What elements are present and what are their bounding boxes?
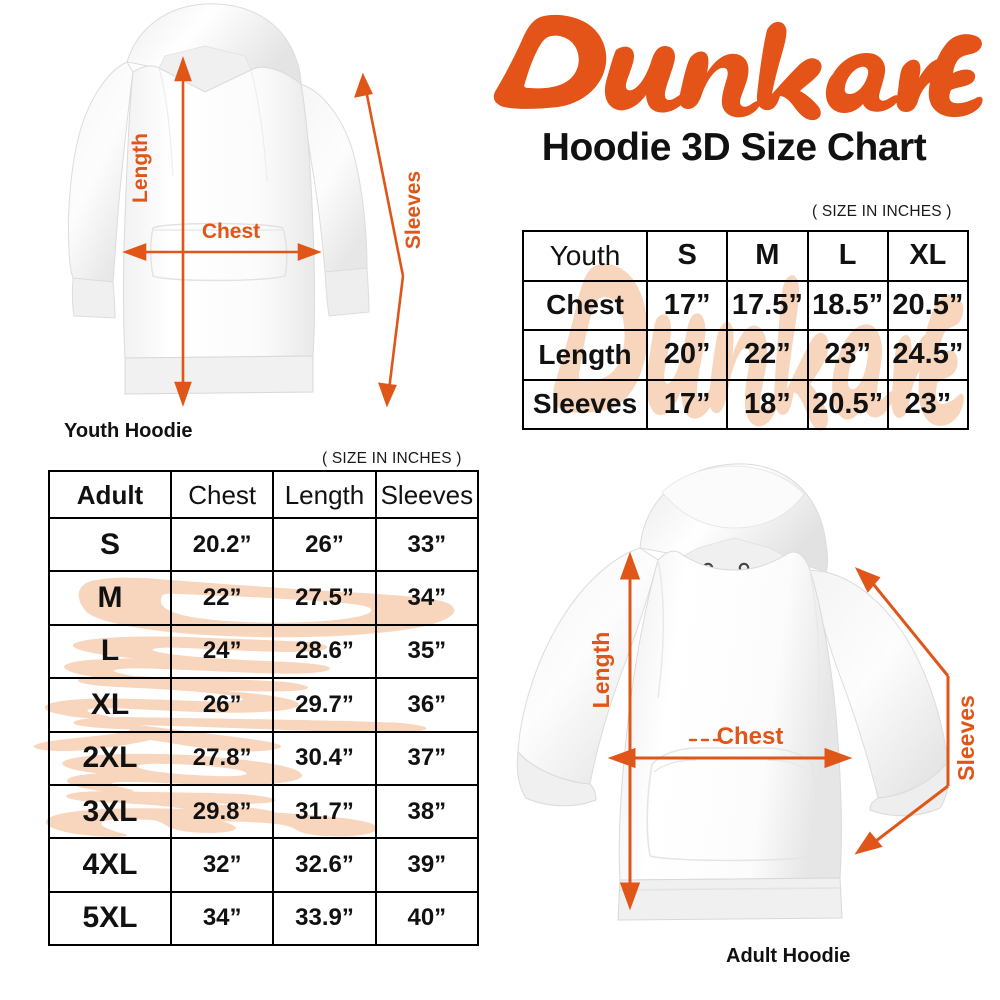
adult-2xl-length: 30.4” — [272, 730, 377, 786]
adult-corner-label: Adult — [48, 469, 172, 520]
table-row: 4XL 32” 32.6” 39” — [48, 837, 480, 893]
adult-hoodie-graphic: Length Chest Sleeves — [516, 463, 979, 921]
adult-chest-arrow-icon — [607, 747, 853, 769]
adult-length-arrow-icon — [619, 551, 641, 911]
youth-length-l: 23” — [806, 329, 889, 381]
adult-sleeves-arrow-icon — [854, 567, 950, 855]
adult-size-unit-note: ( SIZE IN INCHES ) — [322, 450, 462, 467]
adult-l-length: 28.6” — [272, 623, 377, 680]
adult-xl-length: 29.7” — [272, 677, 377, 733]
youth-sleeves-l: 20.5” — [806, 378, 889, 430]
adult-hoodie-illustration: Length Chest Sleeves — [512, 452, 992, 942]
youth-length-m: 22” — [726, 329, 809, 381]
adult-4xl-chest: 32” — [169, 837, 275, 893]
adult-4xl-length: 32.6” — [272, 837, 377, 893]
youth-row-label-sleeves: Sleeves — [522, 378, 648, 430]
table-row: 3XL 29.8” 31.7” 38” — [48, 783, 480, 840]
adult-size-table: Adult Chest Length Sleeves S 20.2” 26” 3… — [48, 469, 480, 947]
table-row: XL 26” 29.7” 36” — [48, 677, 480, 733]
adult-length-label: Length — [588, 632, 614, 709]
youth-size-header-m: M — [726, 230, 809, 282]
youth-length-arrow-icon — [174, 56, 192, 407]
adult-3xl-chest: 29.8” — [169, 783, 275, 840]
table-header-row: Youth S M L XL — [522, 230, 970, 282]
adult-size-m: M — [48, 570, 172, 626]
adult-size-4xl: 4XL — [48, 837, 172, 893]
adult-chest-label: Chest — [717, 723, 784, 750]
youth-size-header-xl: XL — [886, 230, 970, 282]
adult-col-header-sleeves: Sleeves — [374, 469, 480, 520]
table-row: S 20.2” 26” 33” — [48, 517, 480, 573]
youth-row-label-length: Length — [522, 329, 648, 381]
adult-l-sleeves: 35” — [374, 623, 480, 680]
adult-xl-chest: 26” — [169, 677, 275, 733]
adult-size-xl: XL — [48, 677, 172, 733]
adult-5xl-sleeves: 40” — [374, 890, 480, 947]
youth-sleeves-arrow-icon — [354, 72, 405, 408]
youth-size-table: Youth S M L XL Chest 17” 17.5” 18.5” 20.… — [522, 230, 970, 430]
youth-hoodie-graphic: Length Chest Sleeves — [68, 3, 425, 408]
adult-s-length: 26” — [272, 517, 377, 573]
youth-size-header-l: L — [806, 230, 889, 282]
table-row: Length 20” 22” 23” 24.5” — [522, 329, 970, 381]
youth-corner-label: Youth — [522, 230, 648, 282]
youth-size-unit-note: ( SIZE IN INCHES ) — [812, 203, 952, 220]
adult-l-chest: 24” — [169, 623, 275, 680]
youth-chest-s: 17” — [645, 279, 729, 331]
youth-row-label-chest: Chest — [522, 279, 648, 331]
youth-chest-l: 18.5” — [806, 279, 889, 331]
youth-hoodie-caption: Youth Hoodie — [64, 420, 193, 442]
youth-length-label: Length — [129, 133, 152, 203]
adult-s-sleeves: 33” — [374, 517, 480, 573]
page-title: Hoodie 3D Size Chart — [541, 126, 927, 169]
adult-size-5xl: 5XL — [48, 890, 172, 947]
youth-length-s: 20” — [645, 329, 729, 381]
youth-sleeves-xl: 23” — [886, 378, 970, 430]
youth-length-xl: 24.5” — [886, 329, 970, 381]
adult-hoodie-caption: Adult Hoodie — [726, 945, 851, 967]
brand-logo — [484, 6, 984, 126]
adult-s-chest: 20.2” — [169, 517, 275, 573]
adult-5xl-chest: 34” — [169, 890, 275, 947]
youth-size-header-s: S — [645, 230, 729, 282]
youth-chest-arrow-icon — [122, 243, 322, 261]
adult-col-header-chest: Chest — [169, 469, 275, 520]
adult-size-s: S — [48, 517, 172, 573]
table-row: Chest 17” 17.5” 18.5” 20.5” — [522, 279, 970, 331]
youth-sleeves-m: 18” — [726, 378, 809, 430]
dunkare-wordmark-icon — [493, 14, 983, 121]
adult-xl-sleeves: 36” — [374, 677, 480, 733]
adult-5xl-length: 33.9” — [272, 890, 377, 947]
adult-m-sleeves: 34” — [374, 570, 480, 626]
adult-size-3xl: 3XL — [48, 783, 172, 840]
table-row: 5XL 34” 33.9” 40” — [48, 890, 480, 947]
table-header-row: Adult Chest Length Sleeves — [48, 469, 480, 520]
adult-size-l: L — [48, 623, 172, 680]
adult-3xl-length: 31.7” — [272, 783, 377, 840]
adult-3xl-sleeves: 38” — [374, 783, 480, 840]
youth-sleeves-s: 17” — [645, 378, 729, 430]
youth-chest-label: Chest — [202, 220, 260, 243]
table-row: Sleeves 17” 18” 20.5” 23” — [522, 378, 970, 430]
adult-2xl-sleeves: 37” — [374, 730, 480, 786]
adult-m-length: 27.5” — [272, 570, 377, 626]
table-row: L 24” 28.6” 35” — [48, 623, 480, 680]
adult-2xl-chest: 27.8” — [169, 730, 275, 786]
adult-size-2xl: 2XL — [48, 730, 172, 786]
adult-4xl-sleeves: 39” — [374, 837, 480, 893]
youth-hoodie-illustration: Length Chest Sleeves — [55, 0, 475, 415]
adult-sleeves-label: Sleeves — [953, 695, 979, 781]
table-row: M 22” 27.5” 34” — [48, 570, 480, 626]
adult-m-chest: 22” — [169, 570, 275, 626]
youth-sleeves-label: Sleeves — [402, 171, 425, 249]
table-row: 2XL 27.8” 30.4” 37” — [48, 730, 480, 786]
youth-chest-m: 17.5” — [726, 279, 809, 331]
adult-col-header-length: Length — [272, 469, 377, 520]
youth-chest-xl: 20.5” — [886, 279, 970, 331]
